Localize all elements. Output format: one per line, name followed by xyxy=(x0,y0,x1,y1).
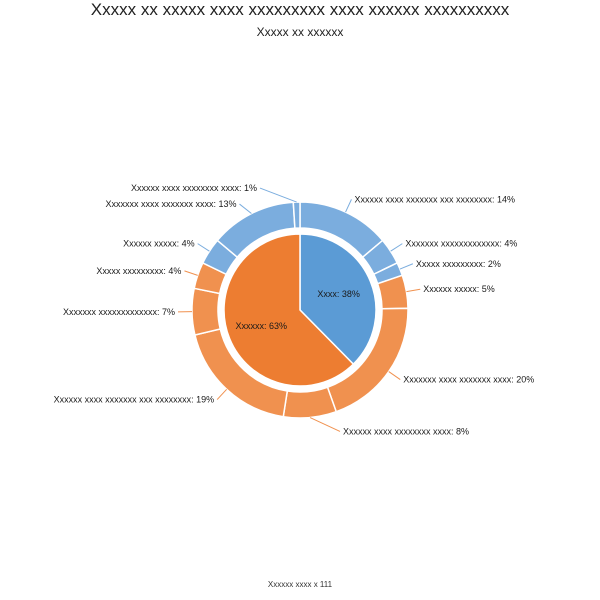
leader-line xyxy=(259,187,297,203)
leader-line xyxy=(390,243,403,252)
leader-lines xyxy=(178,187,421,432)
outer-slice-xxxxxx-xxxx-xxxxxxxx-xxxx-1 xyxy=(292,201,301,229)
outer-slice-label: Xxxxxx xxxx xxxxxxxx xxxx: 8% xyxy=(343,426,469,436)
inner-slice-xxxxxx-63 xyxy=(223,233,355,387)
outer-slice-label: Xxxxxx xxxx xxxxxxx xxx xxxxxxxx: 14% xyxy=(354,194,515,204)
outer-slice-label: Xxxxx xxxxxxxxx: 2% xyxy=(416,259,501,269)
leader-line xyxy=(239,203,252,214)
outer-slice-label: Xxxxxxx xxxx xxxxxxx xxxx: 20% xyxy=(403,375,534,385)
outer-slice-label: Xxxxxx xxxxx: 4% xyxy=(123,239,195,249)
chart-title: Xxxxx xx xxxxx xxxx xxxxxxxxx xxxx xxxxx… xyxy=(90,0,510,19)
chart-subtitle: Xxxxx xx xxxxxx xyxy=(256,25,344,39)
inner-ring xyxy=(192,202,408,418)
leader-line xyxy=(406,288,421,293)
leader-line xyxy=(309,417,341,432)
outer-slice-label: Xxxxxxx xxxxxxxxxxxxx: 7% xyxy=(63,307,175,317)
outer-slice-label: Xxxxxx xxxxx: 5% xyxy=(423,284,495,294)
outer-slice-label: Xxxxxxx xxxxxxxxxxxxx: 4% xyxy=(405,239,517,249)
outer-slice-label: Xxxxxx xxxx xxxxxxx xxx xxxxxxxx: 19% xyxy=(54,395,215,405)
outer-slice-label: Xxxxx xxxxxxxxx: 4% xyxy=(96,266,181,276)
outer-ring xyxy=(191,201,409,419)
leader-line xyxy=(388,371,401,380)
outer-slice-xxxxxxx-xxxxxxxxxxxxx-7 xyxy=(191,287,222,336)
outer-slice-label: Xxxxxx xxxx xxxxxxxx xxxx: 1% xyxy=(131,183,257,193)
inner-slice-label: Xxxxxx: 63% xyxy=(236,321,288,331)
inner-slice-xxxx-38 xyxy=(299,233,377,366)
chart-footer: Xxxxxx xxxx x 111 xyxy=(267,580,333,589)
outer-slice-xxxxxx-xxxx-xxxxxxxx-xxxx-8 xyxy=(282,386,338,419)
inner-slice-label: Xxxx: 38% xyxy=(317,289,360,299)
leader-line xyxy=(216,388,228,400)
leader-line xyxy=(345,199,352,213)
data-labels: Xxxx: 38% Xxxxxx: 63% Xxxxxx xxxx xxxxxxx … xyxy=(54,183,535,436)
leader-line xyxy=(184,270,198,276)
outer-slice-label: Xxxxxxx xxxx xxxxxxx xxxx: 13% xyxy=(105,199,236,209)
leader-line xyxy=(399,263,414,270)
leader-line xyxy=(197,243,210,252)
